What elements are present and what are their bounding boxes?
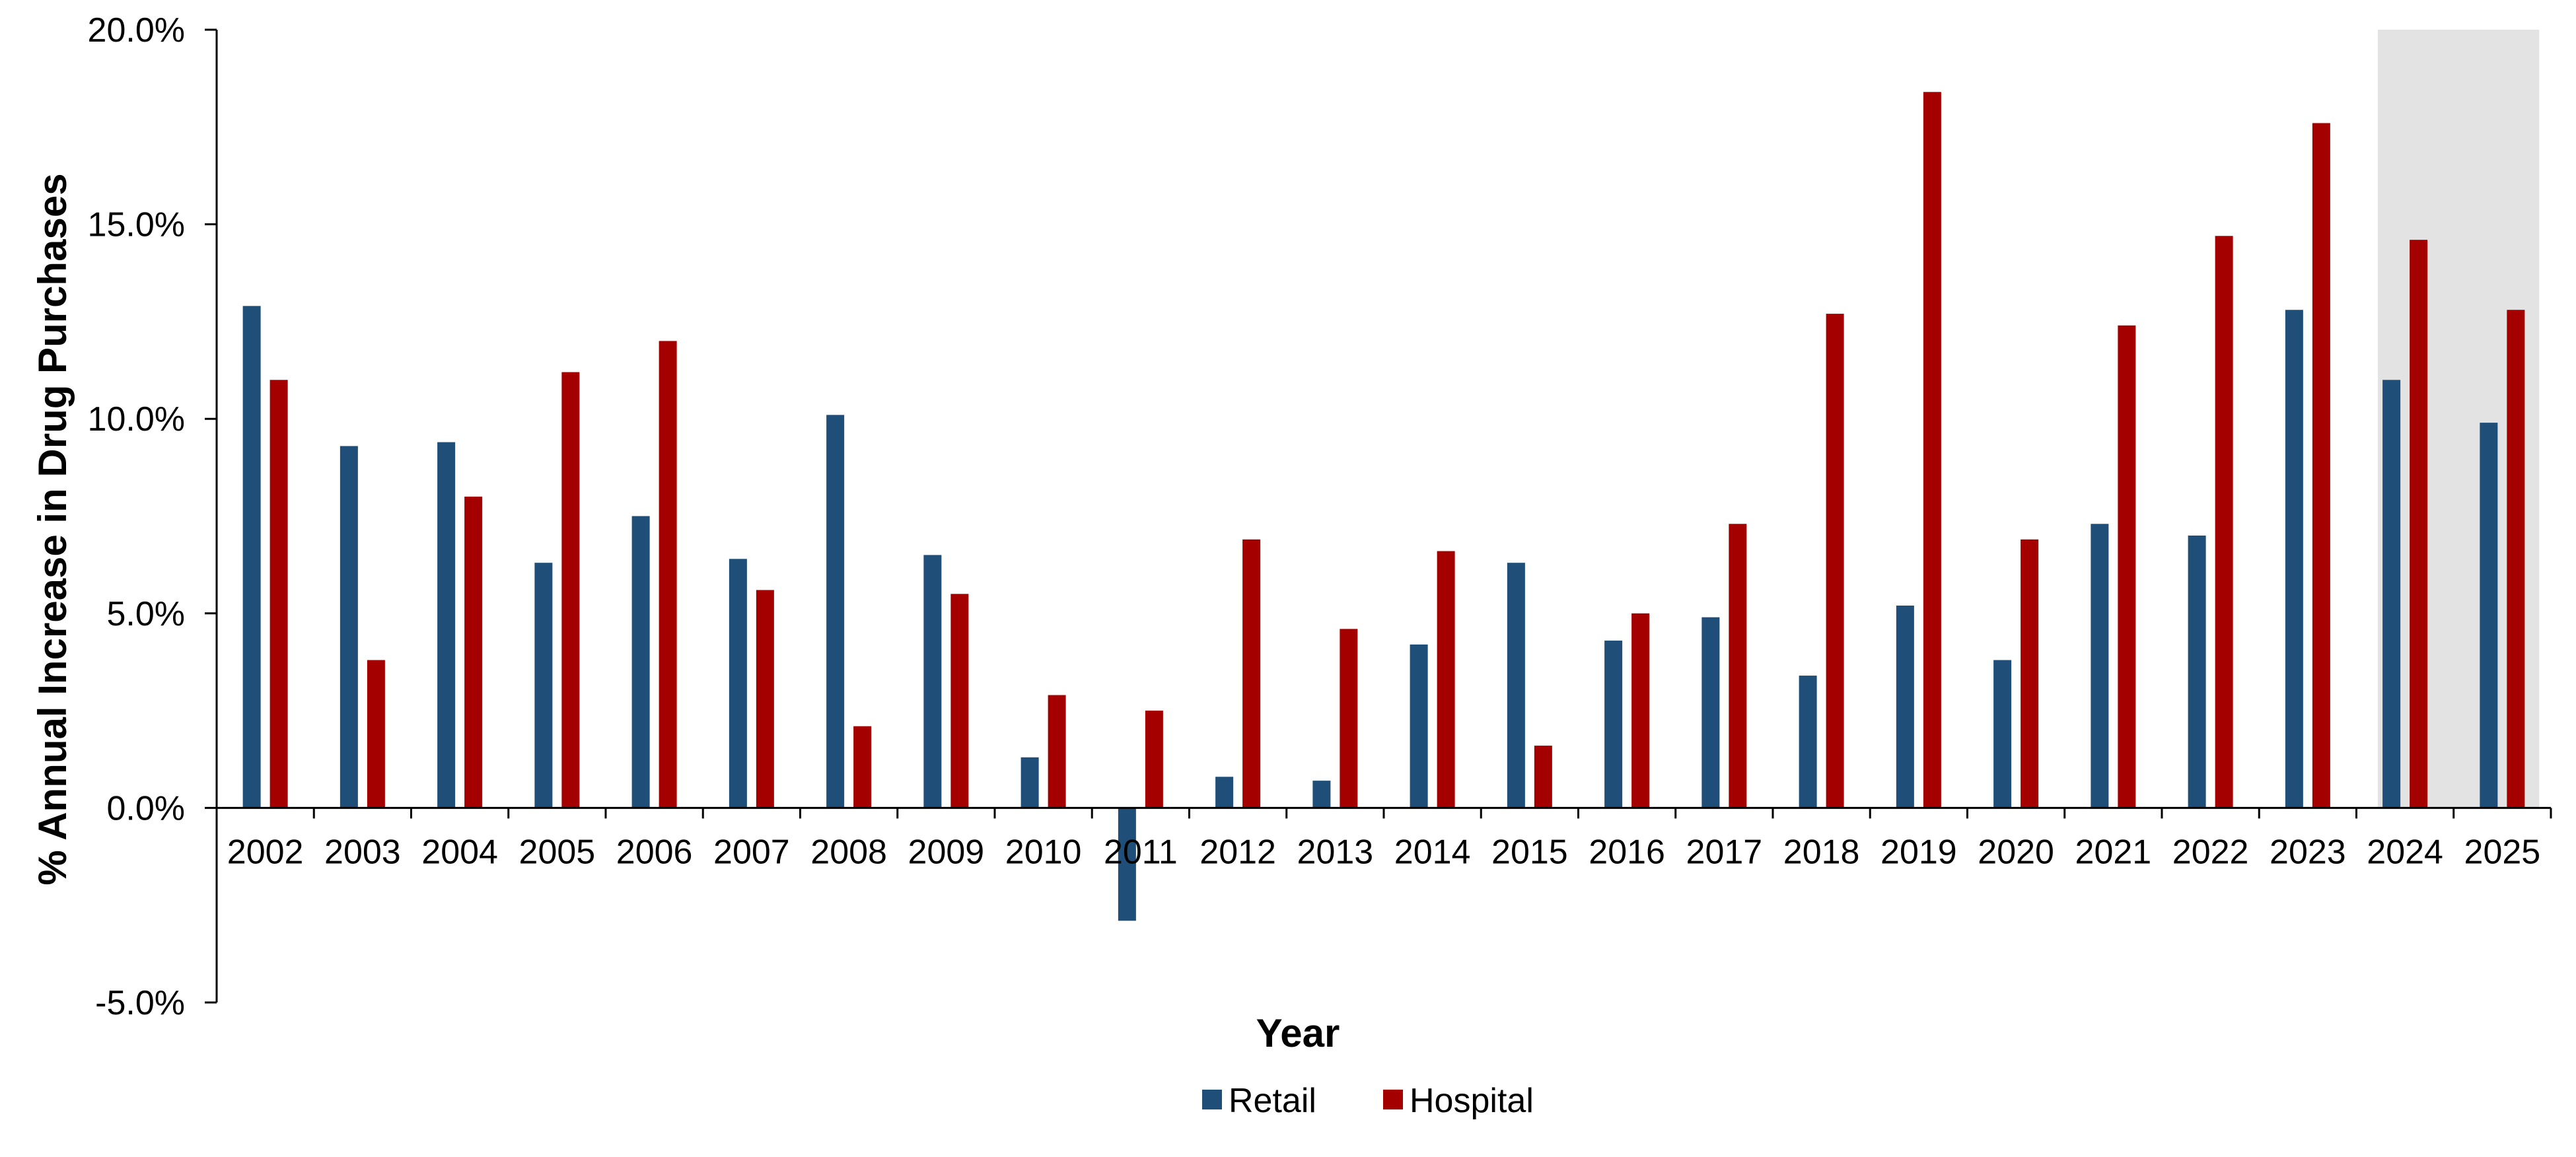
bar-hospital-2017 — [1729, 524, 1747, 808]
x-tick-label: 2019 — [1880, 833, 1957, 871]
x-tick-label: 2015 — [1491, 833, 1568, 871]
bar-retail-2009 — [923, 555, 942, 808]
bar-hospital-2003 — [367, 660, 385, 808]
legend-label-hospital: Hospital — [1410, 1082, 1534, 1120]
bar-retail-2020 — [1993, 660, 2012, 808]
bar-retail-2023 — [2285, 310, 2303, 808]
bar-hospital-2021 — [2118, 325, 2136, 808]
x-tick-label: 2023 — [2270, 833, 2346, 871]
x-tick-label: 2013 — [1297, 833, 1374, 871]
bar-hospital-2022 — [2215, 236, 2233, 808]
legend-swatch-hospital — [1383, 1090, 1403, 1109]
bar-hospital-2023 — [2312, 123, 2330, 808]
y-tick-label: 5.0% — [106, 595, 185, 633]
bar-hospital-2005 — [561, 372, 580, 808]
bar-retail-2008 — [826, 415, 845, 808]
bar-hospital-2016 — [1631, 613, 1650, 808]
bar-hospital-2009 — [950, 594, 969, 808]
x-tick-label: 2005 — [519, 833, 596, 871]
bar-retail-2022 — [2188, 535, 2206, 808]
x-tick-label: 2003 — [324, 833, 401, 871]
bar-hospital-2020 — [2021, 539, 2039, 808]
y-tick-label: 0.0% — [106, 789, 185, 827]
bar-retail-2013 — [1312, 781, 1331, 808]
bar-hospital-2025 — [2507, 310, 2525, 808]
bar-hospital-2019 — [1923, 92, 1941, 808]
x-tick-labels: 2002 2003 2004 2005 2006 2007 2008 2009 2010 2011… — [227, 833, 2540, 871]
bar-retail-2024 — [2382, 380, 2401, 808]
y-tick-labels: 20.0% 15.0% 10.0% 5.0% 0.0% -5.0% — [88, 11, 185, 1022]
x-tick-label: 2016 — [1589, 833, 1665, 871]
bar-hospital-2004 — [464, 497, 483, 808]
x-tick-label: 2025 — [2464, 833, 2541, 871]
bar-hospital-2006 — [659, 341, 677, 808]
bar-hospital-2011 — [1145, 711, 1163, 808]
bar-retail-2006 — [631, 516, 650, 808]
bar-retail-2015 — [1507, 563, 1525, 808]
x-tick-label: 2006 — [616, 833, 693, 871]
legend: Retail Hospital — [1202, 1082, 1534, 1120]
bar-retail-2018 — [1799, 676, 1817, 808]
bar-hospital-2010 — [1048, 695, 1066, 808]
bar-retail-2002 — [242, 306, 261, 808]
x-tick-label: 2021 — [2075, 833, 2152, 871]
x-tick-label: 2007 — [713, 833, 790, 871]
y-tick-label: -5.0% — [95, 984, 185, 1022]
x-tick-label: 2009 — [908, 833, 985, 871]
bar-retail-2011 — [1118, 808, 1136, 921]
bar-hospital-2007 — [756, 590, 774, 808]
y-tick-label: 15.0% — [88, 206, 185, 244]
bar-hospital-2015 — [1534, 746, 1552, 808]
x-tick-label: 2022 — [2172, 833, 2249, 871]
legend-label-retail: Retail — [1229, 1082, 1316, 1120]
bar-retail-2004 — [437, 442, 456, 808]
x-tick-label: 2010 — [1005, 833, 1082, 871]
x-tick-label: 2012 — [1199, 833, 1276, 871]
y-tick-label: 10.0% — [88, 400, 185, 438]
x-axis-title: Year — [1256, 1011, 1340, 1055]
legend-swatch-retail — [1202, 1090, 1222, 1109]
x-tick-label: 2018 — [1783, 833, 1860, 871]
bar-retail-2003 — [340, 446, 358, 808]
bar-hospital-2008 — [853, 726, 872, 808]
x-tick-label: 2017 — [1686, 833, 1763, 871]
x-tick-label: 2011 — [1104, 833, 1178, 871]
x-tick-label: 2014 — [1394, 833, 1471, 871]
bar-hospital-2024 — [2410, 240, 2428, 808]
bar-retail-2021 — [2091, 524, 2109, 808]
bar-retail-2005 — [534, 563, 553, 808]
bar-retail-2007 — [729, 559, 747, 808]
x-tick-label: 2020 — [1978, 833, 2054, 871]
bar-hospital-2002 — [269, 380, 288, 808]
bars-layer — [242, 92, 2525, 921]
y-axis-title: % Annual Increase in Drug Purchases — [30, 173, 75, 885]
bar-retail-2012 — [1215, 777, 1234, 808]
axes-layer — [205, 28, 2552, 1004]
x-tick-label: 2008 — [810, 833, 887, 871]
y-tick-label: 20.0% — [88, 11, 185, 50]
bar-hospital-2013 — [1340, 629, 1358, 808]
bar-retail-2019 — [1896, 606, 1914, 808]
bar-hospital-2014 — [1437, 551, 1455, 808]
bar-retail-2010 — [1020, 757, 1039, 808]
x-tick-label: 2004 — [421, 833, 498, 871]
x-tick-label: 2024 — [2367, 833, 2443, 871]
bar-hospital-2012 — [1242, 539, 1261, 808]
bar-retail-2014 — [1410, 644, 1428, 808]
x-tick-label: 2002 — [227, 833, 304, 871]
bar-hospital-2018 — [1826, 314, 1844, 808]
bar-retail-2025 — [2480, 423, 2498, 808]
bar-retail-2016 — [1604, 641, 1623, 808]
bar-retail-2017 — [1701, 617, 1720, 808]
